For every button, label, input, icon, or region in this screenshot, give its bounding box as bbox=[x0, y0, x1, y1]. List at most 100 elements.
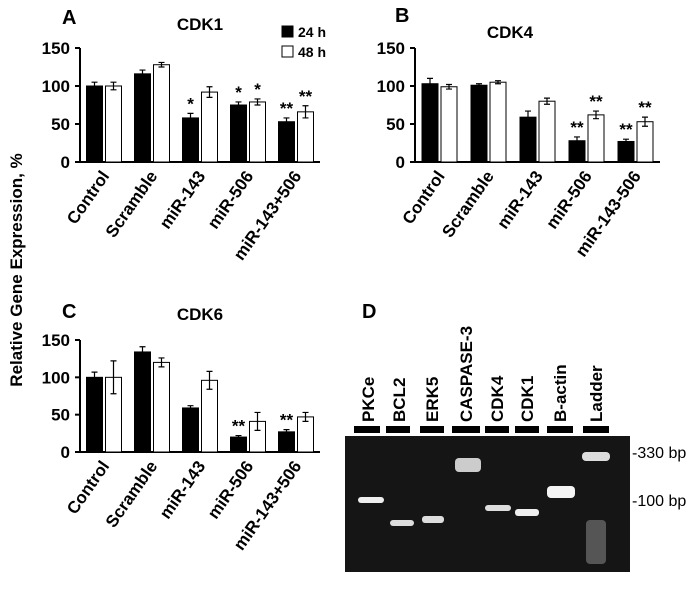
lane-label: ERK5 bbox=[423, 377, 442, 422]
y-tick-label: 100 bbox=[42, 77, 70, 96]
error-bar bbox=[283, 117, 290, 127]
error-bar bbox=[283, 429, 290, 435]
significance-marker: ** bbox=[638, 98, 652, 117]
significance-marker: ** bbox=[280, 99, 294, 118]
x-tick-label: miR-143 bbox=[156, 167, 210, 232]
lane-label: Ladder bbox=[587, 365, 606, 422]
x-tick-label: Control bbox=[63, 457, 113, 517]
legend-swatch bbox=[281, 25, 294, 38]
bar bbox=[278, 121, 295, 163]
error-bar bbox=[544, 97, 550, 105]
bar bbox=[297, 111, 314, 163]
bar bbox=[153, 361, 170, 453]
bar bbox=[519, 116, 537, 163]
y-tick-label: 0 bbox=[61, 153, 70, 172]
y-tick-label: 0 bbox=[396, 153, 405, 172]
bar bbox=[86, 376, 103, 453]
error-bar bbox=[302, 105, 309, 119]
bar bbox=[538, 100, 556, 163]
x-tick-label: Control bbox=[63, 167, 113, 227]
lane-label: B-actin bbox=[551, 364, 570, 422]
bar bbox=[105, 85, 122, 163]
gel-image: PKCe BCL2 ERK5 CASPASE-3 CDK4 CDK1 B-act… bbox=[345, 326, 686, 572]
bar bbox=[153, 64, 170, 163]
bar bbox=[421, 83, 439, 163]
bar bbox=[440, 86, 458, 163]
significance-marker: ** bbox=[280, 411, 294, 430]
bar bbox=[230, 104, 247, 163]
error-bar bbox=[495, 80, 501, 85]
bar bbox=[182, 117, 199, 163]
bar bbox=[134, 351, 151, 453]
panel-letter: D bbox=[362, 301, 376, 323]
lane-label: PKCe bbox=[359, 377, 378, 422]
y-tick-label: 50 bbox=[51, 406, 70, 425]
y-tick-label: 150 bbox=[42, 39, 70, 58]
error-bar bbox=[187, 405, 194, 411]
legend-label: 24 h bbox=[298, 24, 326, 40]
size-label: -330 bp bbox=[632, 445, 686, 462]
error-bar bbox=[254, 98, 261, 106]
bar bbox=[297, 416, 314, 453]
lane-label: BCL2 bbox=[390, 378, 409, 422]
y-tick-label: 50 bbox=[386, 115, 405, 134]
x-tick-label: Control bbox=[399, 167, 449, 227]
bar bbox=[86, 85, 103, 163]
error-bar bbox=[302, 411, 309, 422]
y-tick-label: 100 bbox=[42, 368, 70, 387]
x-tick-label: miR-506 bbox=[204, 167, 258, 232]
error-bar bbox=[525, 110, 531, 124]
error-bar bbox=[139, 69, 146, 79]
legend-label: 48 h bbox=[298, 44, 326, 60]
error-bar bbox=[206, 370, 213, 390]
bar bbox=[278, 431, 295, 453]
lane-label: CDK1 bbox=[518, 376, 537, 422]
significance-marker: ** bbox=[589, 92, 603, 111]
error-bar bbox=[206, 86, 213, 98]
lane-bars bbox=[354, 426, 609, 433]
error-bar bbox=[235, 101, 242, 109]
error-bar bbox=[574, 136, 580, 146]
significance-marker: * bbox=[235, 83, 242, 102]
y-tick-label: 150 bbox=[377, 39, 405, 58]
panel-letter: B bbox=[395, 5, 409, 27]
error-bar bbox=[110, 81, 117, 91]
bar bbox=[182, 407, 199, 453]
lane-labels: PKCe BCL2 ERK5 CASPASE-3 CDK4 CDK1 B-act… bbox=[359, 326, 606, 422]
significance-marker: ** bbox=[570, 118, 584, 137]
significance-marker: ** bbox=[299, 87, 313, 106]
error-bar bbox=[476, 83, 482, 88]
x-tick-label: miR-143 bbox=[156, 457, 210, 522]
error-bar bbox=[446, 83, 452, 90]
error-bar bbox=[110, 360, 117, 395]
bar bbox=[617, 140, 635, 163]
error-bar bbox=[91, 81, 98, 91]
bar bbox=[230, 436, 247, 453]
y-tick-label: 150 bbox=[42, 331, 70, 350]
bar bbox=[587, 114, 605, 163]
error-bar bbox=[91, 371, 98, 384]
panel-letter: A bbox=[62, 7, 76, 29]
bar bbox=[201, 91, 218, 163]
error-bar bbox=[139, 346, 146, 358]
panel-letter: C bbox=[62, 301, 76, 323]
significance-marker: * bbox=[254, 80, 261, 99]
error-bar bbox=[254, 411, 261, 431]
size-label: -100 bp bbox=[632, 493, 686, 510]
error-bar bbox=[642, 116, 648, 127]
error-bar bbox=[235, 434, 242, 440]
lane-label: CDK4 bbox=[488, 375, 507, 422]
y-axis-label: Relative Gene Expression, % bbox=[7, 153, 26, 386]
y-tick-label: 50 bbox=[51, 115, 70, 134]
bar bbox=[249, 101, 266, 163]
significance-marker: * bbox=[187, 94, 194, 113]
x-tick-label: miR-506 bbox=[542, 167, 596, 232]
significance-marker: ** bbox=[232, 417, 246, 436]
x-tick-label: miR-506 bbox=[204, 457, 258, 522]
error-bar bbox=[187, 112, 194, 124]
chart-title: CDK1 bbox=[177, 15, 223, 34]
error-bar bbox=[623, 138, 629, 145]
error-bar bbox=[158, 61, 165, 68]
lane-label: CASPASE-3 bbox=[457, 326, 476, 422]
